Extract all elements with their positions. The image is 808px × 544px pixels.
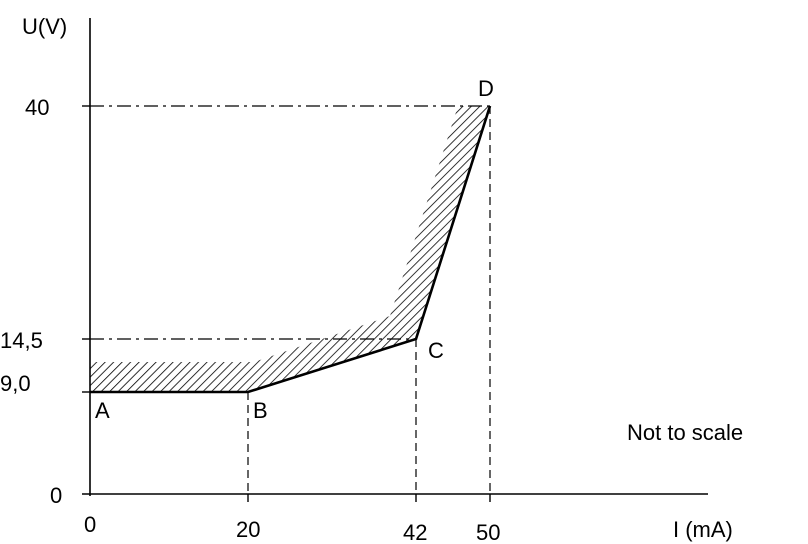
x-axis-label: I (mA) <box>673 517 733 542</box>
characteristic-line <box>90 105 492 394</box>
x-tick-label-20: 20 <box>236 517 260 542</box>
point-label-b: B <box>253 398 268 423</box>
point-label-c: C <box>428 338 444 363</box>
x-tick-label-42: 42 <box>403 520 427 544</box>
y-tick-label-40: 40 <box>25 95 49 120</box>
point-label-a: A <box>95 398 110 423</box>
x-tick-label-0: 0 <box>84 512 96 537</box>
y-axis-label: U(V) <box>22 14 67 39</box>
y-tick-label-0: 0 <box>50 483 62 508</box>
y-tick-label-9-0: 9,0 <box>0 371 31 396</box>
y-tick-label-14-5: 14,5 <box>0 328 43 353</box>
tolerance-band <box>90 106 490 392</box>
x-tick-label-50: 50 <box>476 520 500 544</box>
point-label-d: D <box>478 76 494 101</box>
not-to-scale-note: Not to scale <box>627 420 743 445</box>
